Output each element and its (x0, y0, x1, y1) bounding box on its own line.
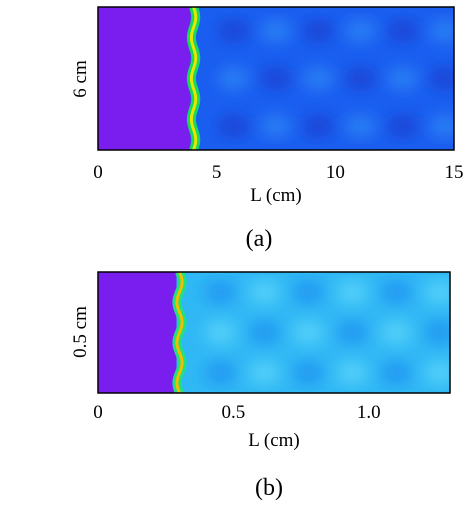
a-field-cell (302, 18, 335, 43)
panel-a-front-core (189, 7, 198, 150)
panel-b-y-label: 0.5 cm (70, 306, 91, 358)
b-field-cell (336, 280, 369, 305)
b-field-cell (204, 320, 237, 345)
b-field-cell (380, 280, 413, 305)
panel-b-field-texture (204, 280, 450, 385)
panel-b-caption: (b) (255, 475, 283, 501)
a-field-cell (386, 66, 419, 91)
panel-a-burnt-region (98, 7, 191, 150)
b-field-cell (380, 360, 413, 385)
a-field-cell (386, 18, 419, 43)
b-field-cell (424, 360, 450, 385)
panel-a: 0 5 10 15 6 cm L (cm) (a) (70, 6, 464, 252)
panel-b: 0 0.5 1.0 0.5 cm L (cm) (b) (70, 271, 451, 501)
b-field-cell (292, 320, 325, 345)
panel-a-x-tick-label: 15 (445, 162, 464, 183)
b-field-cell (336, 360, 369, 385)
a-field-cell (259, 114, 292, 139)
a-field-cell (302, 114, 335, 139)
b-field-cell (248, 280, 281, 305)
panel-a-field-texture (217, 18, 454, 139)
b-field-cell (336, 320, 369, 345)
panel-a-y-label: 6 cm (70, 60, 91, 98)
a-field-cell (217, 18, 250, 43)
panel-b-x-tick-label: 0 (93, 402, 103, 423)
b-field-cell (204, 280, 237, 305)
b-field-cell (292, 360, 325, 385)
panel-b-x-tick-label: 0.5 (222, 402, 246, 423)
b-field-cell (424, 280, 450, 305)
panel-b-plot-area (98, 272, 450, 393)
panel-a-x-tick-label: 5 (212, 162, 222, 183)
panel-a-frame (97, 6, 455, 151)
a-field-cell (259, 66, 292, 91)
panel-a-x-ticks: 0 5 10 15 (93, 162, 463, 183)
a-field-cell (217, 114, 250, 139)
panel-b-burnt-region (98, 272, 177, 393)
panel-b-x-ticks: 0 0.5 1.0 (93, 402, 380, 423)
b-field-cell (248, 360, 281, 385)
a-field-cell (217, 66, 250, 91)
a-field-cell (428, 18, 454, 43)
a-field-cell (386, 114, 419, 139)
panel-a-plot-area (98, 7, 454, 150)
a-field-cell (428, 66, 454, 91)
b-field-cell (204, 360, 237, 385)
b-field-cell (424, 320, 450, 345)
panel-b-frame (97, 271, 451, 394)
a-field-cell (428, 114, 454, 139)
a-field-cell (344, 114, 377, 139)
panel-b-x-label: L (cm) (248, 430, 300, 451)
a-field-cell (302, 66, 335, 91)
panel-b-x-tick-label: 1.0 (357, 402, 381, 423)
panel-a-x-tick-label: 0 (93, 162, 103, 183)
a-field-cell (259, 18, 292, 43)
b-field-cell (248, 320, 281, 345)
a-field-cell (344, 66, 377, 91)
panel-b-front-core (175, 272, 184, 393)
b-field-cell (380, 320, 413, 345)
panel-a-x-tick-label: 10 (326, 162, 345, 183)
b-field-cell (292, 280, 325, 305)
a-field-cell (344, 18, 377, 43)
panel-a-caption: (a) (246, 226, 273, 252)
panel-a-x-label: L (cm) (250, 185, 302, 206)
